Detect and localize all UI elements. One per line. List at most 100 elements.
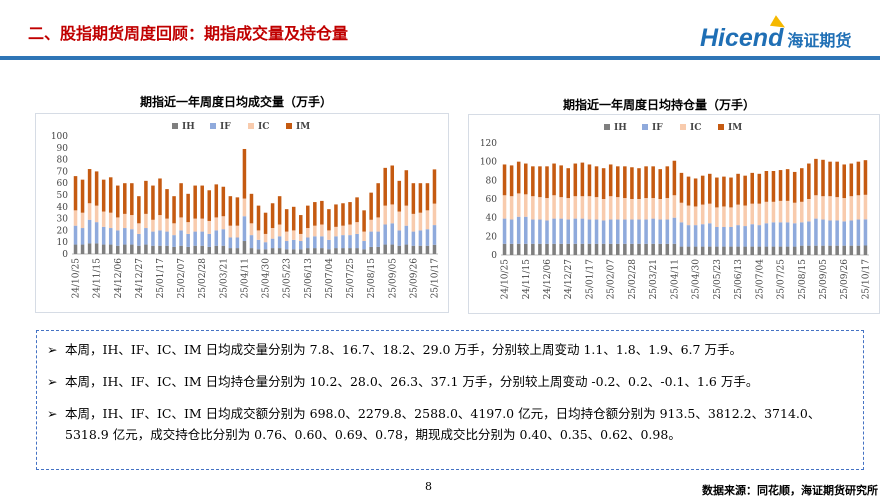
bar-IC (637, 199, 641, 220)
bar-IH (130, 244, 134, 254)
bar-IM (566, 168, 570, 199)
bar-IF (807, 221, 811, 246)
bar-IM (348, 202, 352, 225)
bar-IF (313, 236, 317, 249)
bar-IH (573, 243, 578, 255)
x-tick-label: 25/03/21 (219, 258, 229, 298)
bar-IF (158, 230, 162, 246)
y-tick-label: 60 (486, 195, 498, 205)
bar-IH (291, 249, 296, 254)
bar-IM (80, 179, 85, 213)
bar-IC (306, 228, 310, 238)
note-text: 本周，IH、IF、IC、IM 日均成交额分别为 698.0、2279.8、258… (65, 406, 821, 442)
bar-IF (665, 219, 670, 244)
bar-IH (221, 245, 226, 254)
bar-IM (573, 163, 578, 197)
bar-IM (123, 183, 127, 214)
bar-IF (242, 216, 247, 242)
bar-IH (531, 243, 535, 255)
bar-IC (425, 210, 430, 230)
bar-IH (334, 248, 338, 254)
bar-IH (672, 243, 677, 255)
bar-IF (630, 219, 634, 244)
bar-IH (644, 243, 648, 255)
x-tick-label: 25/07/25 (346, 258, 356, 299)
bar-IC (235, 225, 240, 238)
bar-IF (270, 238, 275, 249)
y-tick-label: 40 (57, 203, 69, 213)
bar-IM (362, 210, 366, 232)
bar-IC (580, 196, 585, 219)
bar-IM (821, 159, 825, 197)
bar-IM (771, 171, 776, 202)
bar-IC (559, 197, 563, 219)
bar-IH (821, 245, 825, 255)
bar-IH (277, 248, 282, 254)
bar-IC (411, 213, 416, 232)
bar-IM (277, 196, 282, 225)
bar-IM (256, 205, 261, 231)
bar-IM (165, 189, 169, 219)
bar-IH (580, 243, 585, 255)
bar-IF (679, 222, 684, 247)
bar-IH (179, 245, 183, 254)
logo: Hicend 海证期货 (700, 15, 851, 53)
bar-IH (856, 245, 861, 255)
bar-IC (651, 198, 655, 219)
bar-IC (743, 205, 747, 227)
bar-IM (101, 179, 106, 212)
bar-IM (750, 172, 754, 204)
bar-IM (757, 173, 762, 204)
y-tick-label: 60 (57, 179, 69, 189)
bar-IC (800, 201, 804, 223)
legend-label-IF: IF (652, 123, 663, 133)
x-tick-label: 24/12/06 (114, 258, 124, 299)
bar-IF (348, 235, 352, 249)
bar-IH (306, 248, 310, 254)
bar-IC (594, 197, 599, 220)
bar-IF (425, 229, 430, 246)
bar-IH (228, 248, 233, 254)
x-tick-label: 25/04/30 (692, 259, 702, 300)
bar-IC (736, 204, 740, 226)
bar-IH (411, 245, 416, 254)
bar-IF (130, 229, 134, 245)
bar-IH (814, 245, 818, 255)
bar-IC (693, 206, 698, 226)
bar-IF (771, 222, 776, 247)
bar-IC (432, 203, 437, 226)
bar-IF (306, 237, 310, 249)
bar-IF (362, 241, 366, 250)
bar-IC (130, 215, 134, 230)
bar-IC (608, 196, 613, 220)
bar-IF (101, 226, 106, 245)
bar-IC (821, 196, 825, 220)
bar-IH (729, 246, 733, 255)
chart-open-interest: IH IF IC IM 0 20 40 60 80 100 120 24/10/25 24/11/15 2… (468, 114, 880, 314)
bar-IM (200, 185, 204, 219)
header-divider (0, 56, 880, 60)
bar-IF (722, 227, 726, 247)
bar-IC (566, 198, 570, 220)
bar-IC (778, 200, 783, 223)
bar-IM (828, 161, 832, 197)
legend-label-IM: IM (296, 122, 310, 132)
bar-IF (736, 225, 740, 247)
bar-IC (686, 205, 691, 226)
bar-IH (679, 246, 684, 255)
bar-IH (524, 243, 528, 255)
bar-IM (186, 193, 190, 223)
bar-IF (291, 239, 296, 250)
bar-IM (270, 203, 275, 229)
bar-IF (284, 241, 289, 250)
bar-IC (785, 200, 790, 223)
bar-IH (608, 243, 613, 255)
bar-IF (193, 231, 197, 246)
bar-IH (369, 246, 373, 254)
bar-IH (123, 244, 127, 254)
bar-IC (524, 194, 528, 217)
bar-IH (545, 243, 549, 255)
bar-IC (658, 199, 662, 220)
bar-IH (137, 245, 141, 254)
bar-IF (658, 219, 662, 244)
